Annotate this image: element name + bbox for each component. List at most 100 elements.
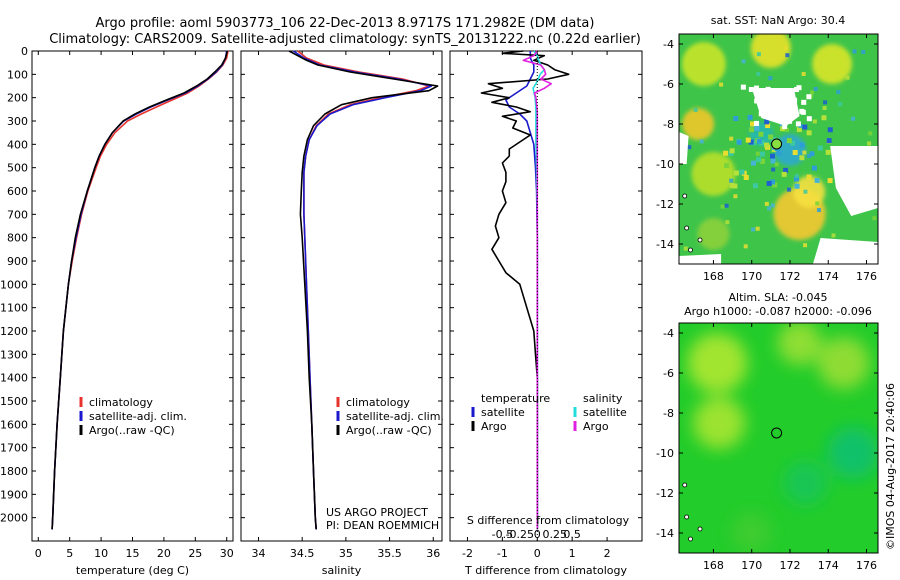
depth-tick-label: 200 (7, 92, 28, 105)
sst-pixel (785, 127, 790, 132)
sst-pixel (810, 90, 815, 95)
salinity-series-argo-raw-qc- (288, 50, 439, 530)
sst-pixel (723, 150, 729, 156)
sst-cloud-pixel (806, 116, 812, 122)
sst-cloud-mask (679, 254, 722, 264)
sst-cloud-pixel (758, 111, 764, 117)
sst_map-y-tick-label: -12 (656, 198, 674, 211)
sst-pixel (794, 173, 799, 178)
temperature-legend-label: satellite-adj. clim. (89, 410, 187, 423)
sla_map-y-tick-label: -12 (656, 487, 674, 500)
sst-cloud-pixel (795, 121, 801, 127)
differences-axes-box (449, 50, 643, 542)
sst-pixel (728, 151, 734, 157)
differences-x-tick-label: -2 (462, 547, 473, 560)
salinity-x-tick-label: 34 (251, 547, 265, 560)
sst-pixel (802, 150, 807, 155)
sst-pixel (720, 204, 725, 209)
sst-pixel (732, 183, 738, 189)
temperature-x-tick-label: 10 (94, 547, 108, 560)
argo-float-marker (771, 427, 783, 439)
depth-tick-label: 300 (7, 115, 28, 128)
sst-cloud-pixel (793, 87, 799, 93)
sst-pixel (803, 243, 808, 248)
sst_map-x-tick-label: 170 (741, 270, 762, 283)
salinity-diff-tick-label: 0.25 (542, 528, 567, 541)
sst-pixel (790, 140, 796, 146)
depth-tick-label: 1200 (0, 325, 28, 338)
temperature-x-tick-label: 5 (66, 547, 73, 560)
sla_map-blob (693, 397, 746, 449)
pi-credit: PI: DEAN ROEMMICH (326, 519, 439, 532)
sst-pixel (766, 181, 772, 187)
sst-pixel (816, 208, 821, 213)
island-icon (688, 247, 693, 253)
sla_map-y-tick-label: -6 (663, 367, 674, 380)
depth-tick-label: 800 (7, 232, 28, 245)
diff-legend-temperature-heading: temperature (481, 392, 550, 405)
depth-tick-label: 600 (7, 185, 28, 198)
imos-timestamp: ©IMOS 04-Aug-2017 20:40:06 (884, 383, 897, 550)
sst-pixel (771, 167, 776, 172)
salinity-diff-tick-label: -0.5 (492, 528, 513, 541)
sst-pixel (770, 137, 776, 143)
diff-legend-label: satellite (583, 406, 627, 419)
sst-cloud-pixel (801, 99, 807, 105)
sst-pixel (867, 141, 872, 146)
sst-pixel (729, 178, 734, 183)
sst_map-blob (682, 108, 715, 140)
sst-pixel (807, 153, 812, 158)
sla_map-blob (827, 427, 878, 479)
salinity-legend-label: climatology (346, 396, 410, 409)
sst-pixel (699, 139, 704, 144)
salinity-xlabel: salinity (322, 564, 362, 577)
figure-title-line1: Argo profile: aoml 5903773_106 22-Dec-20… (96, 16, 595, 31)
sst-pixel (786, 187, 791, 192)
sst-pixel (770, 179, 776, 185)
temperature-axes-box (31, 50, 234, 542)
sst-pixel (729, 136, 734, 141)
sst-pixel (768, 76, 773, 81)
differences-x-tick-label: 2 (604, 547, 611, 560)
sst-pixel (743, 174, 749, 180)
depth-tick-label: 1300 (0, 348, 28, 361)
sst-pixel (741, 59, 746, 64)
sst-pixel (831, 233, 836, 238)
sst-pixel (812, 119, 817, 124)
sst-pixel (687, 145, 692, 150)
differences-x-tick-label: 0 (534, 547, 541, 560)
sst_map-y-tick-label: -10 (656, 158, 674, 171)
sst-pixel (755, 226, 760, 231)
sst_map-x-tick-label: 176 (856, 270, 877, 283)
temperature-xlabel: temperature (deg C) (76, 564, 189, 577)
differences-series-s-argo (522, 50, 553, 530)
sst-pixel (719, 82, 724, 87)
depth-tick-label: 1100 (0, 302, 28, 315)
sla_map-y-tick-label: -10 (656, 447, 674, 460)
depth-tick-label: 400 (7, 138, 28, 151)
sst-cloud-mask (830, 146, 878, 216)
sst-pixel (770, 153, 776, 159)
sst-pixel (817, 145, 823, 151)
sst-pixel (768, 134, 774, 140)
sla_map-x-tick-label: 168 (703, 559, 724, 572)
sst-pixel (852, 49, 857, 54)
sst-cloud-pixel (792, 97, 798, 103)
sla_map-x-tick-label: 172 (779, 559, 800, 572)
sla_map-blob (783, 461, 828, 505)
sla-map-title: Altim. SLA: -0.045 (728, 291, 827, 304)
figure-title-line2: Climatology: CARS2009. Satellite-adjuste… (49, 32, 641, 47)
island-icon (688, 536, 693, 542)
sst_map-frame (678, 33, 879, 265)
salinity-diff-axis-label: S difference from climatology (467, 514, 630, 527)
sla_map-blob (817, 337, 870, 389)
depth-tick-label: 700 (7, 208, 28, 221)
sst-cloud-pixel (740, 84, 746, 90)
depth-tick-label: 1400 (0, 372, 28, 385)
sst_map-blob (750, 34, 791, 68)
sst-pixel (783, 167, 789, 173)
sst-pixel (754, 125, 760, 131)
salinity-x-tick-label: 35.5 (377, 547, 402, 560)
sst-pixel (785, 53, 790, 58)
